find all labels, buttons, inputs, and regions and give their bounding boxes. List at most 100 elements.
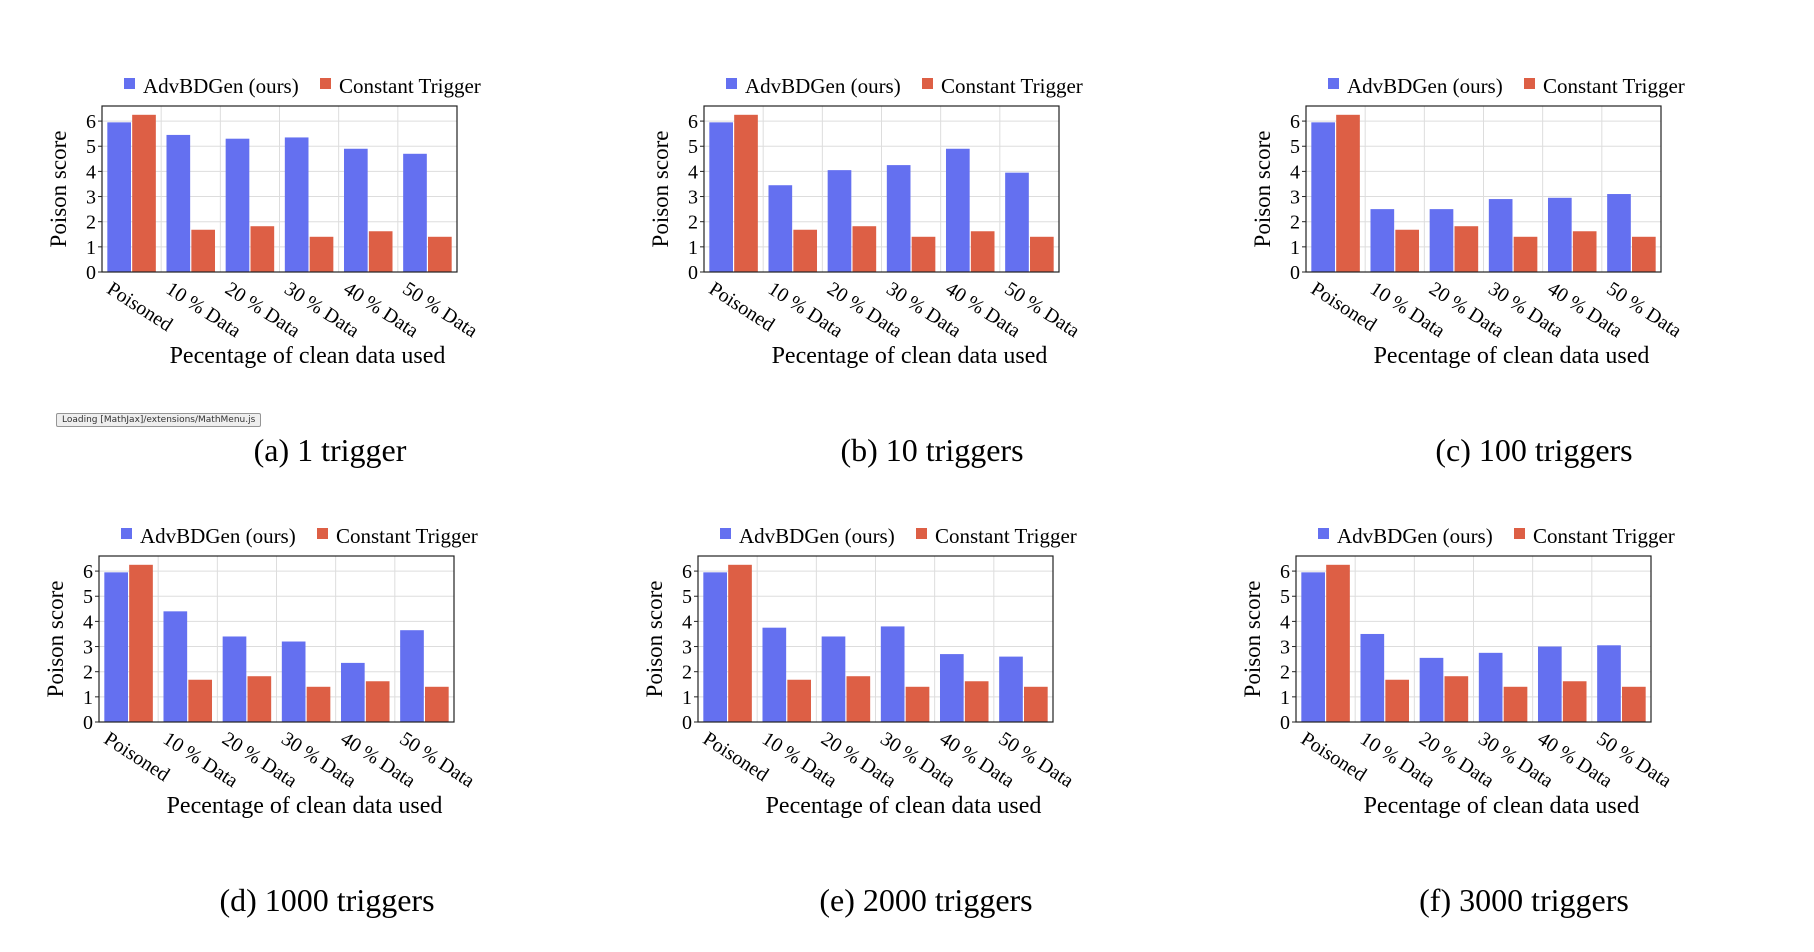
y-tick-label: 1 [688, 237, 698, 259]
bar-constant-trigger-30-data [1513, 236, 1538, 272]
y-tick-label: 3 [83, 637, 93, 659]
bar-constant-trigger-10-data [793, 229, 818, 272]
legend: AdvBDGen (ours) Constant Trigger [720, 524, 1077, 548]
bar-constant-trigger-10-data [188, 679, 213, 722]
axes-frame [1305, 105, 1662, 273]
caption-a: (a) 1 trigger [253, 432, 407, 468]
legend-swatch-constant-trigger [317, 528, 328, 539]
bar-advbdgen-ours-20-data [1429, 209, 1454, 272]
y-tick-label: 0 [86, 262, 96, 284]
y-tick-label: 4 [86, 161, 96, 183]
y-axis-label: Poison score [1240, 581, 1265, 698]
bars [709, 114, 1054, 272]
chart-panel-a: 0 1 2 3 4 5 6 Poisoned 10 % Data 20 % Data 30 % Da… [30, 64, 630, 484]
bars [1311, 114, 1656, 272]
y-tick-label: 5 [1290, 136, 1300, 158]
bar-constant-trigger-40-data [368, 231, 393, 272]
legend-swatch-constant-trigger [320, 78, 331, 89]
chart-panel-c: 0 1 2 3 4 5 6 Poisoned 10 % Data 20 % Data 30 % Da… [1234, 64, 1814, 484]
legend-swatch-advbdgen-ours [726, 78, 737, 89]
y-tick-label: 2 [682, 662, 692, 684]
y-tick-label: 6 [1280, 561, 1290, 583]
bar-constant-trigger-30-data [905, 686, 930, 722]
bar-constant-trigger-20-data [247, 676, 272, 722]
y-tick-label: 4 [682, 611, 692, 633]
y-tick-label: 2 [1280, 662, 1290, 684]
legend-label-advbdgen-ours: AdvBDGen (ours) [1337, 524, 1493, 548]
legend-swatch-constant-trigger [1524, 78, 1535, 89]
y-tick-label: 1 [86, 237, 96, 259]
bar-advbdgen-ours-poisoned [1301, 572, 1325, 722]
legend-swatch-constant-trigger [922, 78, 933, 89]
legend-swatch-advbdgen-ours [1328, 78, 1339, 89]
bar-constant-trigger-20-data [846, 676, 871, 722]
gridlines [99, 556, 454, 722]
y-axis-label: Poison score [43, 581, 68, 698]
bars [107, 114, 452, 272]
bar-advbdgen-ours-poisoned [107, 122, 131, 272]
bar-constant-trigger-50-data [428, 236, 452, 272]
bar-constant-trigger-poisoned [132, 114, 156, 272]
bar-advbdgen-ours-10-data [1370, 209, 1395, 272]
gridlines [1306, 106, 1661, 272]
bar-advbdgen-ours-30-data [281, 641, 306, 722]
bar-constant-trigger-50-data [425, 686, 449, 722]
bar-constant-trigger-40-data [970, 231, 995, 272]
y-tick-label: 0 [83, 712, 93, 734]
y-tick-label: 1 [1290, 237, 1300, 259]
y-axis-label: Poison score [1250, 131, 1275, 248]
legend: AdvBDGen (ours) Constant Trigger [1328, 74, 1685, 98]
y-tick-labels: 0 1 2 3 4 5 6 [1280, 561, 1296, 734]
bar-advbdgen-ours-poisoned [104, 572, 128, 722]
bar-advbdgen-ours-poisoned [709, 122, 733, 272]
bar-advbdgen-ours-10-data [768, 185, 793, 272]
bar-constant-trigger-30-data [306, 686, 331, 722]
y-tick-label: 4 [1280, 611, 1290, 633]
x-axis-label: Pecentage of clean data used [167, 793, 443, 819]
bar-advbdgen-ours-poisoned [703, 572, 727, 722]
x-tick-label-poisoned: Poisoned [100, 728, 173, 786]
bar-advbdgen-ours-10-data [762, 627, 787, 722]
axes-frame [101, 105, 458, 273]
y-axis-label: Poison score [642, 581, 667, 698]
bar-advbdgen-ours-20-data [1419, 657, 1444, 722]
legend-swatch-advbdgen-ours [121, 528, 132, 539]
bar-advbdgen-ours-50-data [400, 630, 424, 722]
y-tick-labels: 0 1 2 3 4 5 6 [688, 111, 704, 284]
bar-constant-trigger-50-data [1622, 686, 1646, 722]
bar-constant-trigger-10-data [1395, 229, 1420, 272]
caption-c: (c) 100 triggers [1435, 432, 1633, 468]
legend: AdvBDGen (ours) Constant Trigger [726, 74, 1083, 98]
y-tick-label: 1 [682, 687, 692, 709]
bar-advbdgen-ours-40-data [1547, 197, 1572, 272]
bar-constant-trigger-20-data [1454, 226, 1479, 272]
legend-swatch-constant-trigger [916, 528, 927, 539]
y-tick-label: 6 [688, 111, 698, 133]
y-tick-label: 6 [86, 111, 96, 133]
bar-advbdgen-ours-40-data [343, 148, 368, 272]
bar-advbdgen-ours-30-data [284, 137, 309, 272]
y-tick-label: 6 [682, 561, 692, 583]
y-tick-label: 5 [83, 586, 93, 608]
bar-advbdgen-ours-40-data [939, 654, 964, 722]
bar-constant-trigger-poisoned [129, 564, 153, 722]
y-tick-labels: 0 1 2 3 4 5 6 [86, 111, 102, 284]
bar-advbdgen-ours-20-data [827, 170, 852, 272]
legend-label-advbdgen-ours: AdvBDGen (ours) [140, 524, 296, 548]
y-tick-label: 0 [1280, 712, 1290, 734]
bar-constant-trigger-50-data [1024, 686, 1048, 722]
y-tick-label: 0 [1290, 262, 1300, 284]
y-tick-labels: 0 1 2 3 4 5 6 [682, 561, 698, 734]
legend-label-advbdgen-ours: AdvBDGen (ours) [745, 74, 901, 98]
y-tick-label: 3 [682, 637, 692, 659]
y-tick-label: 2 [86, 212, 96, 234]
bar-constant-trigger-50-data [1632, 236, 1656, 272]
bar-constant-trigger-40-data [1562, 681, 1587, 722]
bar-advbdgen-ours-20-data [222, 636, 247, 722]
bars [104, 564, 449, 722]
